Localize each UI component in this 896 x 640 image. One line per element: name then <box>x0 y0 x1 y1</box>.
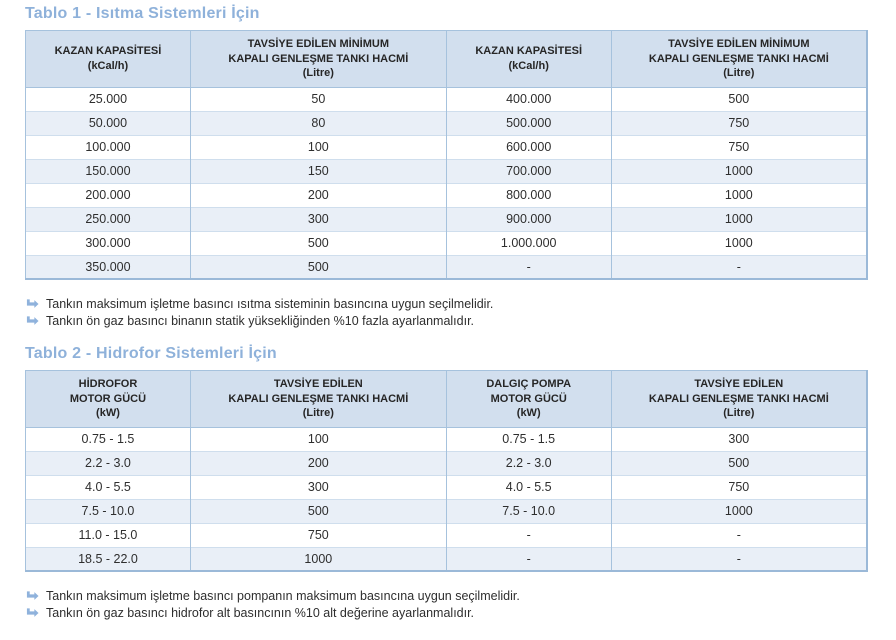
table-cell: 1000 <box>610 158 868 184</box>
table-cell: 350.000 <box>25 254 191 280</box>
table-row: 100.000 100 600.000 750 <box>25 134 868 160</box>
table2-notes: Tankın maksimum işletme basıncı pompanın… <box>25 588 868 622</box>
table-row: 4.0 - 5.5 300 4.0 - 5.5 750 <box>25 474 868 500</box>
table-cell: - <box>445 254 612 280</box>
table-cell: 900.000 <box>445 206 612 232</box>
table-row: 250.000 300 900.000 1000 <box>25 206 868 232</box>
table-cell: 25.000 <box>25 86 191 112</box>
table-row: 50.000 80 500.000 750 <box>25 110 868 136</box>
table-cell: 200 <box>189 182 447 208</box>
table-cell: 600.000 <box>445 134 612 160</box>
table-cell: 1000 <box>189 546 447 572</box>
table1-header-tank-volume-left: TAVSİYE EDİLEN MİNİMUM KAPALI GENLEŞME T… <box>189 30 447 88</box>
table-cell: 500 <box>189 230 447 256</box>
table-cell: - <box>445 522 612 548</box>
table-cell: 1000 <box>610 206 868 232</box>
note-text: Tankın ön gaz basıncı binanın statik yük… <box>46 314 475 329</box>
note-item: Tankın ön gaz basıncı binanın statik yük… <box>26 313 868 330</box>
table-cell: 11.0 - 15.0 <box>25 522 191 548</box>
table-cell: 500 <box>610 450 868 476</box>
table-cell: 300.000 <box>25 230 191 256</box>
table1-header-boiler-capacity-right: KAZAN KAPASİTESİ (kCal/h) <box>445 30 612 88</box>
table-row: 0.75 - 1.5 100 0.75 - 1.5 300 <box>25 426 868 452</box>
table-cell: 1000 <box>610 230 868 256</box>
table-cell: 150.000 <box>25 158 191 184</box>
table-cell: 100 <box>189 134 447 160</box>
table-cell: 300 <box>610 426 868 452</box>
arrow-bullet-icon <box>26 314 39 331</box>
table-row: 2.2 - 3.0 200 2.2 - 3.0 500 <box>25 450 868 476</box>
arrow-bullet-icon <box>26 589 39 606</box>
table-cell: 750 <box>189 522 447 548</box>
table2-hydrophore-systems: HİDROFOR MOTOR GÜCÜ (kW) TAVSİYE EDİLEN … <box>25 370 868 573</box>
table-cell: 18.5 - 22.0 <box>25 546 191 572</box>
note-item: Tankın ön gaz basıncı hidrofor alt basın… <box>26 605 868 622</box>
table-cell: 4.0 - 5.5 <box>445 474 612 500</box>
table-cell: 7.5 - 10.0 <box>25 498 191 524</box>
table-cell: 400.000 <box>445 86 612 112</box>
table-row: 350.000 500 - - <box>25 254 868 280</box>
table2-header-tank-volume-right: TAVSİYE EDİLEN KAPALI GENLEŞME TANKI HAC… <box>610 370 868 428</box>
table-cell: 700.000 <box>445 158 612 184</box>
table-cell: 1000 <box>610 498 868 524</box>
table1-heating-systems: KAZAN KAPASİTESİ (kCal/h) TAVSİYE EDİLEN… <box>25 30 868 281</box>
table-cell: 2.2 - 3.0 <box>445 450 612 476</box>
table-row: 7.5 - 10.0 500 7.5 - 10.0 1000 <box>25 498 868 524</box>
note-item: Tankın maksimum işletme basıncı pompanın… <box>26 588 868 605</box>
table1-header-row: KAZAN KAPASİTESİ (kCal/h) TAVSİYE EDİLEN… <box>25 30 868 88</box>
table-cell: 0.75 - 1.5 <box>445 426 612 452</box>
note-text: Tankın maksimum işletme basıncı pompanın… <box>46 589 520 604</box>
note-text: Tankın ön gaz basıncı hidrofor alt basın… <box>46 606 475 621</box>
table2-title: Tablo 2 - Hidrofor Sistemleri İçin <box>25 345 277 363</box>
table-cell: 80 <box>189 110 447 136</box>
table1-header-boiler-capacity-left: KAZAN KAPASİTESİ (kCal/h) <box>25 30 191 88</box>
table-cell: 7.5 - 10.0 <box>445 498 612 524</box>
table1-title: Tablo 1 - Isıtma Sistemleri İçin <box>25 5 260 22</box>
table-cell: 750 <box>610 474 868 500</box>
table-cell: 50.000 <box>25 110 191 136</box>
table-cell: 250.000 <box>25 206 191 232</box>
arrow-bullet-icon <box>26 606 39 623</box>
arrow-bullet-icon <box>26 297 39 314</box>
note-text: Tankın maksimum işletme basıncı ısıtma s… <box>46 297 494 312</box>
table-row: 150.000 150 700.000 1000 <box>25 158 868 184</box>
table2-header-submersible-pump-motor-power: DALGIÇ POMPA MOTOR GÜCÜ (kW) <box>445 370 612 428</box>
table-row: 18.5 - 22.0 1000 - - <box>25 546 868 572</box>
table-cell: - <box>610 522 868 548</box>
table-cell: 500 <box>610 86 868 112</box>
table-cell: 200.000 <box>25 182 191 208</box>
table-cell: 1.000.000 <box>445 230 612 256</box>
table-cell: 50 <box>189 86 447 112</box>
table-cell: 150 <box>189 158 447 184</box>
table-cell: 800.000 <box>445 182 612 208</box>
table1-header-tank-volume-right: TAVSİYE EDİLEN MİNİMUM KAPALI GENLEŞME T… <box>610 30 868 88</box>
note-item: Tankın maksimum işletme basıncı ısıtma s… <box>26 296 868 313</box>
table-cell: 500 <box>189 498 447 524</box>
table-cell: 1000 <box>610 182 868 208</box>
table-cell: 300 <box>189 206 447 232</box>
table-cell: 750 <box>610 110 868 136</box>
table-row: 25.000 50 400.000 500 <box>25 86 868 112</box>
table-cell: 2.2 - 3.0 <box>25 450 191 476</box>
table-cell: 100.000 <box>25 134 191 160</box>
table1-notes: Tankın maksimum işletme basıncı ısıtma s… <box>25 296 868 330</box>
table-row: 300.000 500 1.000.000 1000 <box>25 230 868 256</box>
table-cell: 4.0 - 5.5 <box>25 474 191 500</box>
table2-header-tank-volume-left: TAVSİYE EDİLEN KAPALI GENLEŞME TANKI HAC… <box>189 370 447 428</box>
table-cell: 300 <box>189 474 447 500</box>
table2-header-hydrophore-motor-power: HİDROFOR MOTOR GÜCÜ (kW) <box>25 370 191 428</box>
table-cell: 500.000 <box>445 110 612 136</box>
table-cell: - <box>610 546 868 572</box>
table-row: 11.0 - 15.0 750 - - <box>25 522 868 548</box>
table-row: 200.000 200 800.000 1000 <box>25 182 868 208</box>
table-cell: - <box>610 254 868 280</box>
table-cell: 0.75 - 1.5 <box>25 426 191 452</box>
table-cell: 500 <box>189 254 447 280</box>
table2-header-row: HİDROFOR MOTOR GÜCÜ (kW) TAVSİYE EDİLEN … <box>25 370 868 428</box>
table-cell: 750 <box>610 134 868 160</box>
table-cell: 100 <box>189 426 447 452</box>
table-cell: - <box>445 546 612 572</box>
table-cell: 200 <box>189 450 447 476</box>
